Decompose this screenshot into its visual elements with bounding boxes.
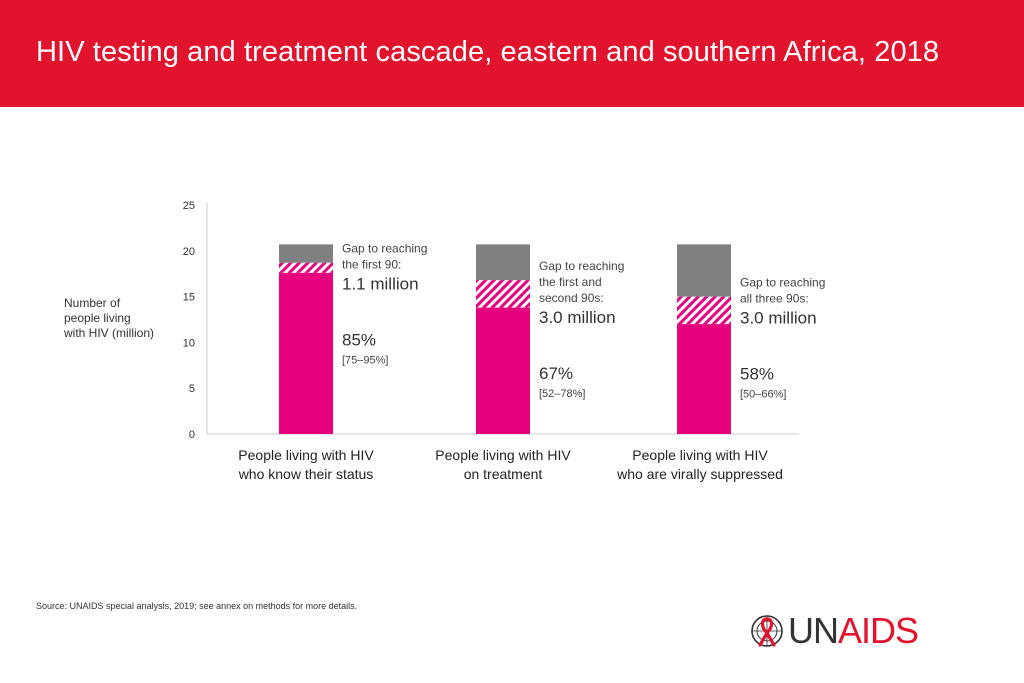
bar-achieved — [279, 272, 333, 434]
page-title: HIV testing and treatment cascade, easte… — [36, 36, 940, 68]
gap-label: second 90s: — [539, 291, 604, 305]
bar-gap — [677, 296, 731, 325]
gap-value-label: 3.0 million — [539, 308, 616, 327]
y-tick-label: 10 — [183, 337, 195, 349]
x-tick-label: who are virally suppressed — [616, 466, 783, 482]
gap-value-label: 3.0 million — [740, 309, 817, 328]
header-banner: HIV testing and treatment cascade, easte… — [0, 0, 1024, 107]
source-note: Source: UNAIDS special analysis, 2019; s… — [36, 601, 357, 611]
bar-remainder — [279, 244, 333, 263]
range-label: [50–66%] — [740, 389, 786, 401]
bar-achieved — [677, 324, 731, 434]
gap-label: Gap to reaching — [740, 276, 825, 290]
range-label: [75–95%] — [342, 355, 388, 367]
unaids-logo: UNAIDS — [748, 611, 948, 651]
bar-gap — [279, 262, 333, 273]
y-tick-label: 5 — [189, 383, 195, 395]
bar-remainder — [476, 244, 530, 281]
y-tick-label: 25 — [183, 200, 195, 212]
y-tick-label: 0 — [189, 429, 195, 441]
bar-achieved — [476, 307, 530, 434]
x-tick-label: People living with HIV — [632, 447, 768, 463]
x-tick-label: People living with HIV — [238, 447, 374, 463]
percent-label: 85% — [342, 331, 376, 350]
bar-gap — [476, 280, 530, 308]
bar-remainder — [677, 244, 731, 297]
logo-text-aids: AIDS — [838, 610, 919, 651]
gap-label: Gap to reaching — [342, 242, 427, 256]
x-tick-label: People living with HIV — [435, 447, 571, 463]
gap-label: the first and — [539, 275, 602, 289]
percent-label: 67% — [539, 364, 573, 383]
un-emblem-icon — [751, 615, 783, 647]
y-tick-label: 20 — [183, 246, 195, 258]
gap-label: the first 90: — [342, 258, 401, 272]
gap-label: all three 90s: — [740, 292, 809, 306]
gap-value-label: 1.1 million — [342, 275, 419, 294]
source-label: Source: — [36, 601, 68, 611]
range-label: [52–78%] — [539, 388, 585, 400]
gap-label: Gap to reaching — [539, 259, 624, 273]
source-text: UNAIDS special analysis, 2019; see annex… — [67, 601, 358, 611]
y-tick-label: 15 — [183, 292, 195, 304]
logo-text-un: UN — [788, 610, 839, 651]
x-tick-label: who know their status — [238, 466, 374, 482]
x-tick-label: on treatment — [464, 466, 543, 482]
y-axis-label: Number of people living with HIV (millio… — [64, 296, 155, 340]
percent-label: 58% — [740, 365, 774, 384]
